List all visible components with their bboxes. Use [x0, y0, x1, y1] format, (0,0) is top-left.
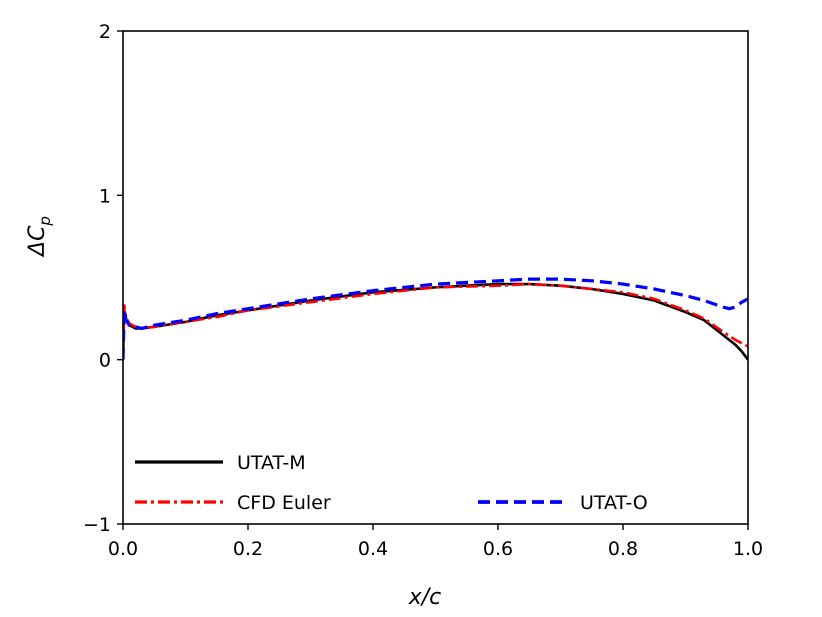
x-tick-label: 0.6 — [483, 538, 513, 560]
y-tick-label: 0 — [99, 350, 111, 372]
y-tick-label: 2 — [99, 21, 111, 43]
x-tick-label: 0.8 — [608, 538, 638, 560]
x-tick-label: 0.0 — [108, 538, 138, 560]
series-line-utat-o — [123, 277, 748, 360]
legend-label-utat-m: UTAT-M — [237, 452, 306, 474]
x-tick-label: 0.2 — [233, 538, 263, 560]
y-axis-label-main: ΔC — [25, 225, 50, 258]
legend-label-utat-o: UTAT-O — [580, 492, 648, 514]
series-line-utat-m — [123, 282, 748, 361]
x-tick-label: 1.0 — [733, 538, 763, 560]
plot-frame — [122, 30, 749, 525]
y-tick-label: 1 — [99, 185, 111, 207]
x-tick-label: 0.4 — [358, 538, 388, 560]
series-line-cfd-euler — [123, 282, 748, 360]
legend-label-cfd-euler: CFD Euler — [237, 492, 331, 514]
legend: UTAT-M CFD Euler UTAT-O — [135, 452, 648, 514]
x-axis-label: x/c — [408, 585, 442, 610]
y-axis-label: ΔCp — [25, 216, 54, 258]
y-axis-label-sub: p — [36, 216, 54, 227]
y-tick-label: −1 — [83, 514, 111, 536]
